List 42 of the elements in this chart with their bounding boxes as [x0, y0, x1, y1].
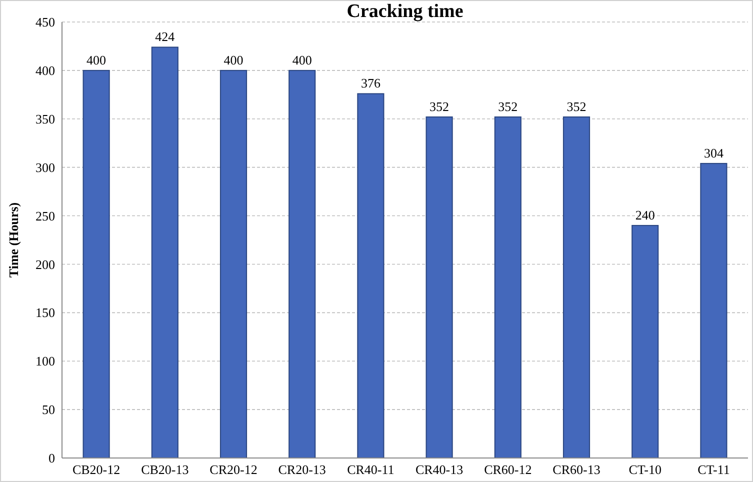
x-tick-label: CR20-13: [278, 462, 326, 477]
bar: [700, 162, 728, 458]
bar: [632, 224, 659, 458]
bar: [426, 116, 453, 458]
data-label: 352: [430, 98, 450, 114]
bar: [494, 116, 522, 458]
x-tick-label: CR60-13: [552, 462, 600, 477]
y-tick-label: 300: [36, 160, 55, 175]
y-tick-label: 0: [48, 450, 55, 466]
bar: [357, 93, 384, 458]
data-label: 400: [86, 52, 106, 68]
x-tick-label: CR40-13: [415, 462, 464, 477]
x-tick-label: CT-11: [698, 462, 730, 477]
x-tick-label: CB20-12: [72, 462, 120, 477]
data-label: 352: [498, 98, 518, 114]
bar: [288, 70, 316, 458]
data-label: 400: [292, 52, 312, 68]
data-label: 376: [360, 76, 381, 91]
data-label: 304: [704, 145, 724, 160]
data-label: 400: [224, 52, 244, 68]
y-tick-label: 50: [42, 402, 55, 418]
bar: [82, 70, 110, 458]
bar: [562, 116, 590, 458]
data-label: 240: [635, 207, 655, 222]
y-tick-label: 450: [36, 14, 55, 30]
x-tick-label: CB20-13: [141, 462, 189, 477]
y-tick-label: 250: [36, 208, 55, 224]
bar: [220, 70, 248, 458]
y-tick-label: 350: [36, 111, 55, 126]
data-label: 424: [155, 29, 176, 44]
data-label: 352: [566, 98, 586, 114]
x-tick-label: CR20-12: [210, 462, 258, 477]
chart-title: Cracking time: [346, 1, 464, 22]
x-tick-label: CR60-12: [484, 462, 532, 477]
y-tick-label: 400: [36, 62, 55, 78]
y-tick-label: 150: [36, 305, 55, 320]
x-tick-label: CT-10: [628, 462, 662, 477]
y-tick-label: 100: [36, 354, 55, 369]
y-axis-title: Time (Hours): [6, 202, 21, 278]
x-tick-label: CR40-11: [347, 462, 394, 477]
y-tick-label: 200: [36, 256, 55, 272]
bar: [151, 46, 178, 458]
